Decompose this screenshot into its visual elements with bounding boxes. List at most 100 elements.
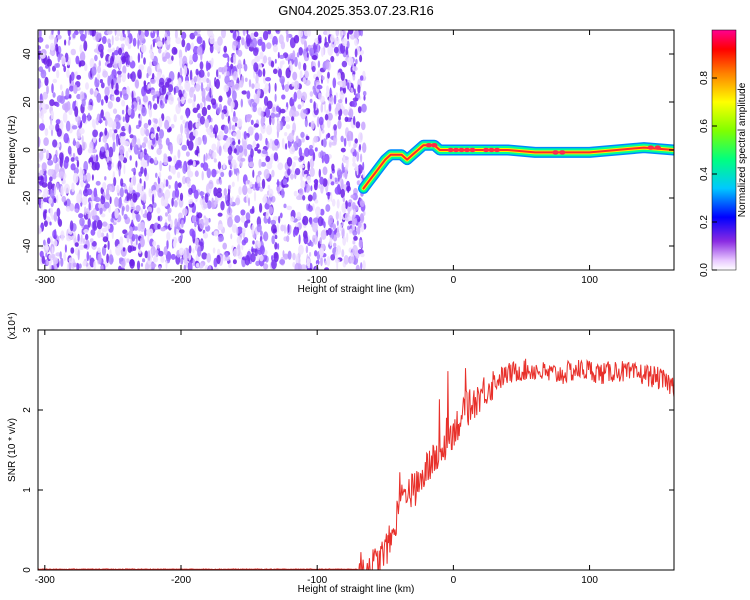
- noise-blob: [286, 32, 289, 43]
- noise-blob: [326, 85, 329, 94]
- noise-blob: [284, 132, 288, 137]
- noise-blob: [115, 82, 119, 92]
- noise-blob: [47, 181, 53, 191]
- noise-blob: [85, 233, 89, 241]
- noise-blob: [227, 145, 233, 155]
- noise-blob: [135, 205, 141, 212]
- noise-blob: [250, 148, 254, 158]
- track-hotspot: [647, 145, 654, 150]
- noise-blob: [292, 161, 296, 168]
- noise-blob: [242, 227, 246, 234]
- noise-blob: [244, 77, 248, 83]
- noise-blob: [76, 93, 81, 100]
- noise-blob: [156, 244, 160, 249]
- noise-blob: [268, 33, 273, 40]
- noise-blob: [38, 78, 42, 89]
- noise-blob: [182, 55, 188, 66]
- noise-blob: [342, 196, 345, 203]
- noise-blob: [240, 98, 243, 108]
- noise-blob: [354, 164, 359, 172]
- noise-blob: [233, 148, 237, 154]
- noise-blob: [67, 30, 71, 37]
- noise-blob: [126, 234, 130, 243]
- noise-blob: [69, 220, 74, 232]
- noise-blob: [341, 60, 348, 68]
- noise-blob: [162, 56, 167, 62]
- noise-blob: [51, 30, 54, 35]
- noise-blob: [44, 245, 50, 251]
- noise-blob: [256, 223, 262, 233]
- noise-blob: [260, 230, 263, 236]
- noise-blob: [94, 78, 100, 88]
- noise-blob: [259, 245, 265, 255]
- noise-blob: [356, 151, 360, 162]
- noise-blob: [309, 167, 315, 177]
- noise-blob: [323, 30, 328, 36]
- noise-blob: [63, 133, 69, 144]
- noise-blob: [113, 49, 119, 56]
- noise-blob: [108, 43, 112, 48]
- noise-blob: [256, 55, 259, 61]
- noise-blob: [159, 77, 165, 85]
- noise-blob: [98, 60, 102, 67]
- noise-blob: [232, 116, 238, 123]
- noise-blob: [246, 144, 253, 150]
- noise-blob: [189, 87, 194, 98]
- noise-blob: [148, 104, 151, 115]
- noise-blob: [116, 185, 120, 194]
- noise-blob: [98, 203, 104, 210]
- noise-blob: [257, 38, 263, 46]
- noise-blob: [287, 250, 292, 260]
- noise-blob: [180, 257, 184, 265]
- noise-blob: [87, 218, 91, 228]
- noise-blob: [208, 32, 215, 40]
- noise-blob: [327, 71, 330, 79]
- noise-blob: [123, 213, 128, 220]
- noise-blob: [158, 265, 162, 270]
- noise-blob: [351, 202, 356, 210]
- noise-blob: [290, 98, 295, 104]
- noise-blob: [360, 153, 363, 163]
- noise-blob: [320, 47, 324, 57]
- snr-y-multiplier: (x10⁴): [7, 312, 18, 339]
- noise-blob: [173, 87, 176, 96]
- noise-blob: [221, 30, 226, 39]
- noise-blob: [70, 48, 77, 56]
- noise-blob: [313, 179, 319, 184]
- noise-blob: [247, 126, 254, 136]
- noise-blob: [313, 135, 319, 143]
- noise-blob: [149, 228, 154, 237]
- noise-blob: [202, 200, 205, 206]
- noise-blob: [100, 82, 105, 89]
- noise-blob: [347, 206, 351, 215]
- noise-blob: [101, 36, 107, 44]
- noise-blob: [55, 252, 61, 257]
- noise-blob: [296, 52, 300, 58]
- noise-blob: [147, 206, 153, 213]
- noise-blob: [149, 52, 155, 60]
- noise-blob: [56, 182, 59, 190]
- noise-blob: [180, 96, 185, 105]
- noise-blob: [38, 176, 44, 181]
- noise-blob: [92, 129, 98, 138]
- noise-blob: [284, 224, 286, 234]
- noise-blob: [271, 259, 277, 270]
- noise-blob: [223, 125, 229, 134]
- noise-blob: [211, 197, 214, 207]
- noise-blob: [198, 69, 205, 78]
- noise-blob: [60, 230, 65, 241]
- noise-blob: [294, 56, 298, 67]
- noise-blob: [38, 190, 41, 196]
- noise-blob: [252, 140, 257, 149]
- noise-blob: [94, 54, 98, 62]
- noise-blob: [288, 132, 294, 143]
- noise-blob: [361, 103, 367, 113]
- noise-blob: [140, 208, 143, 215]
- noise-blob: [184, 80, 190, 91]
- noise-blob: [188, 199, 193, 205]
- noise-blob: [247, 187, 253, 194]
- noise-blob: [296, 211, 302, 220]
- noise-blob: [122, 247, 126, 252]
- noise-blob: [133, 144, 139, 155]
- noise-blob: [143, 148, 147, 155]
